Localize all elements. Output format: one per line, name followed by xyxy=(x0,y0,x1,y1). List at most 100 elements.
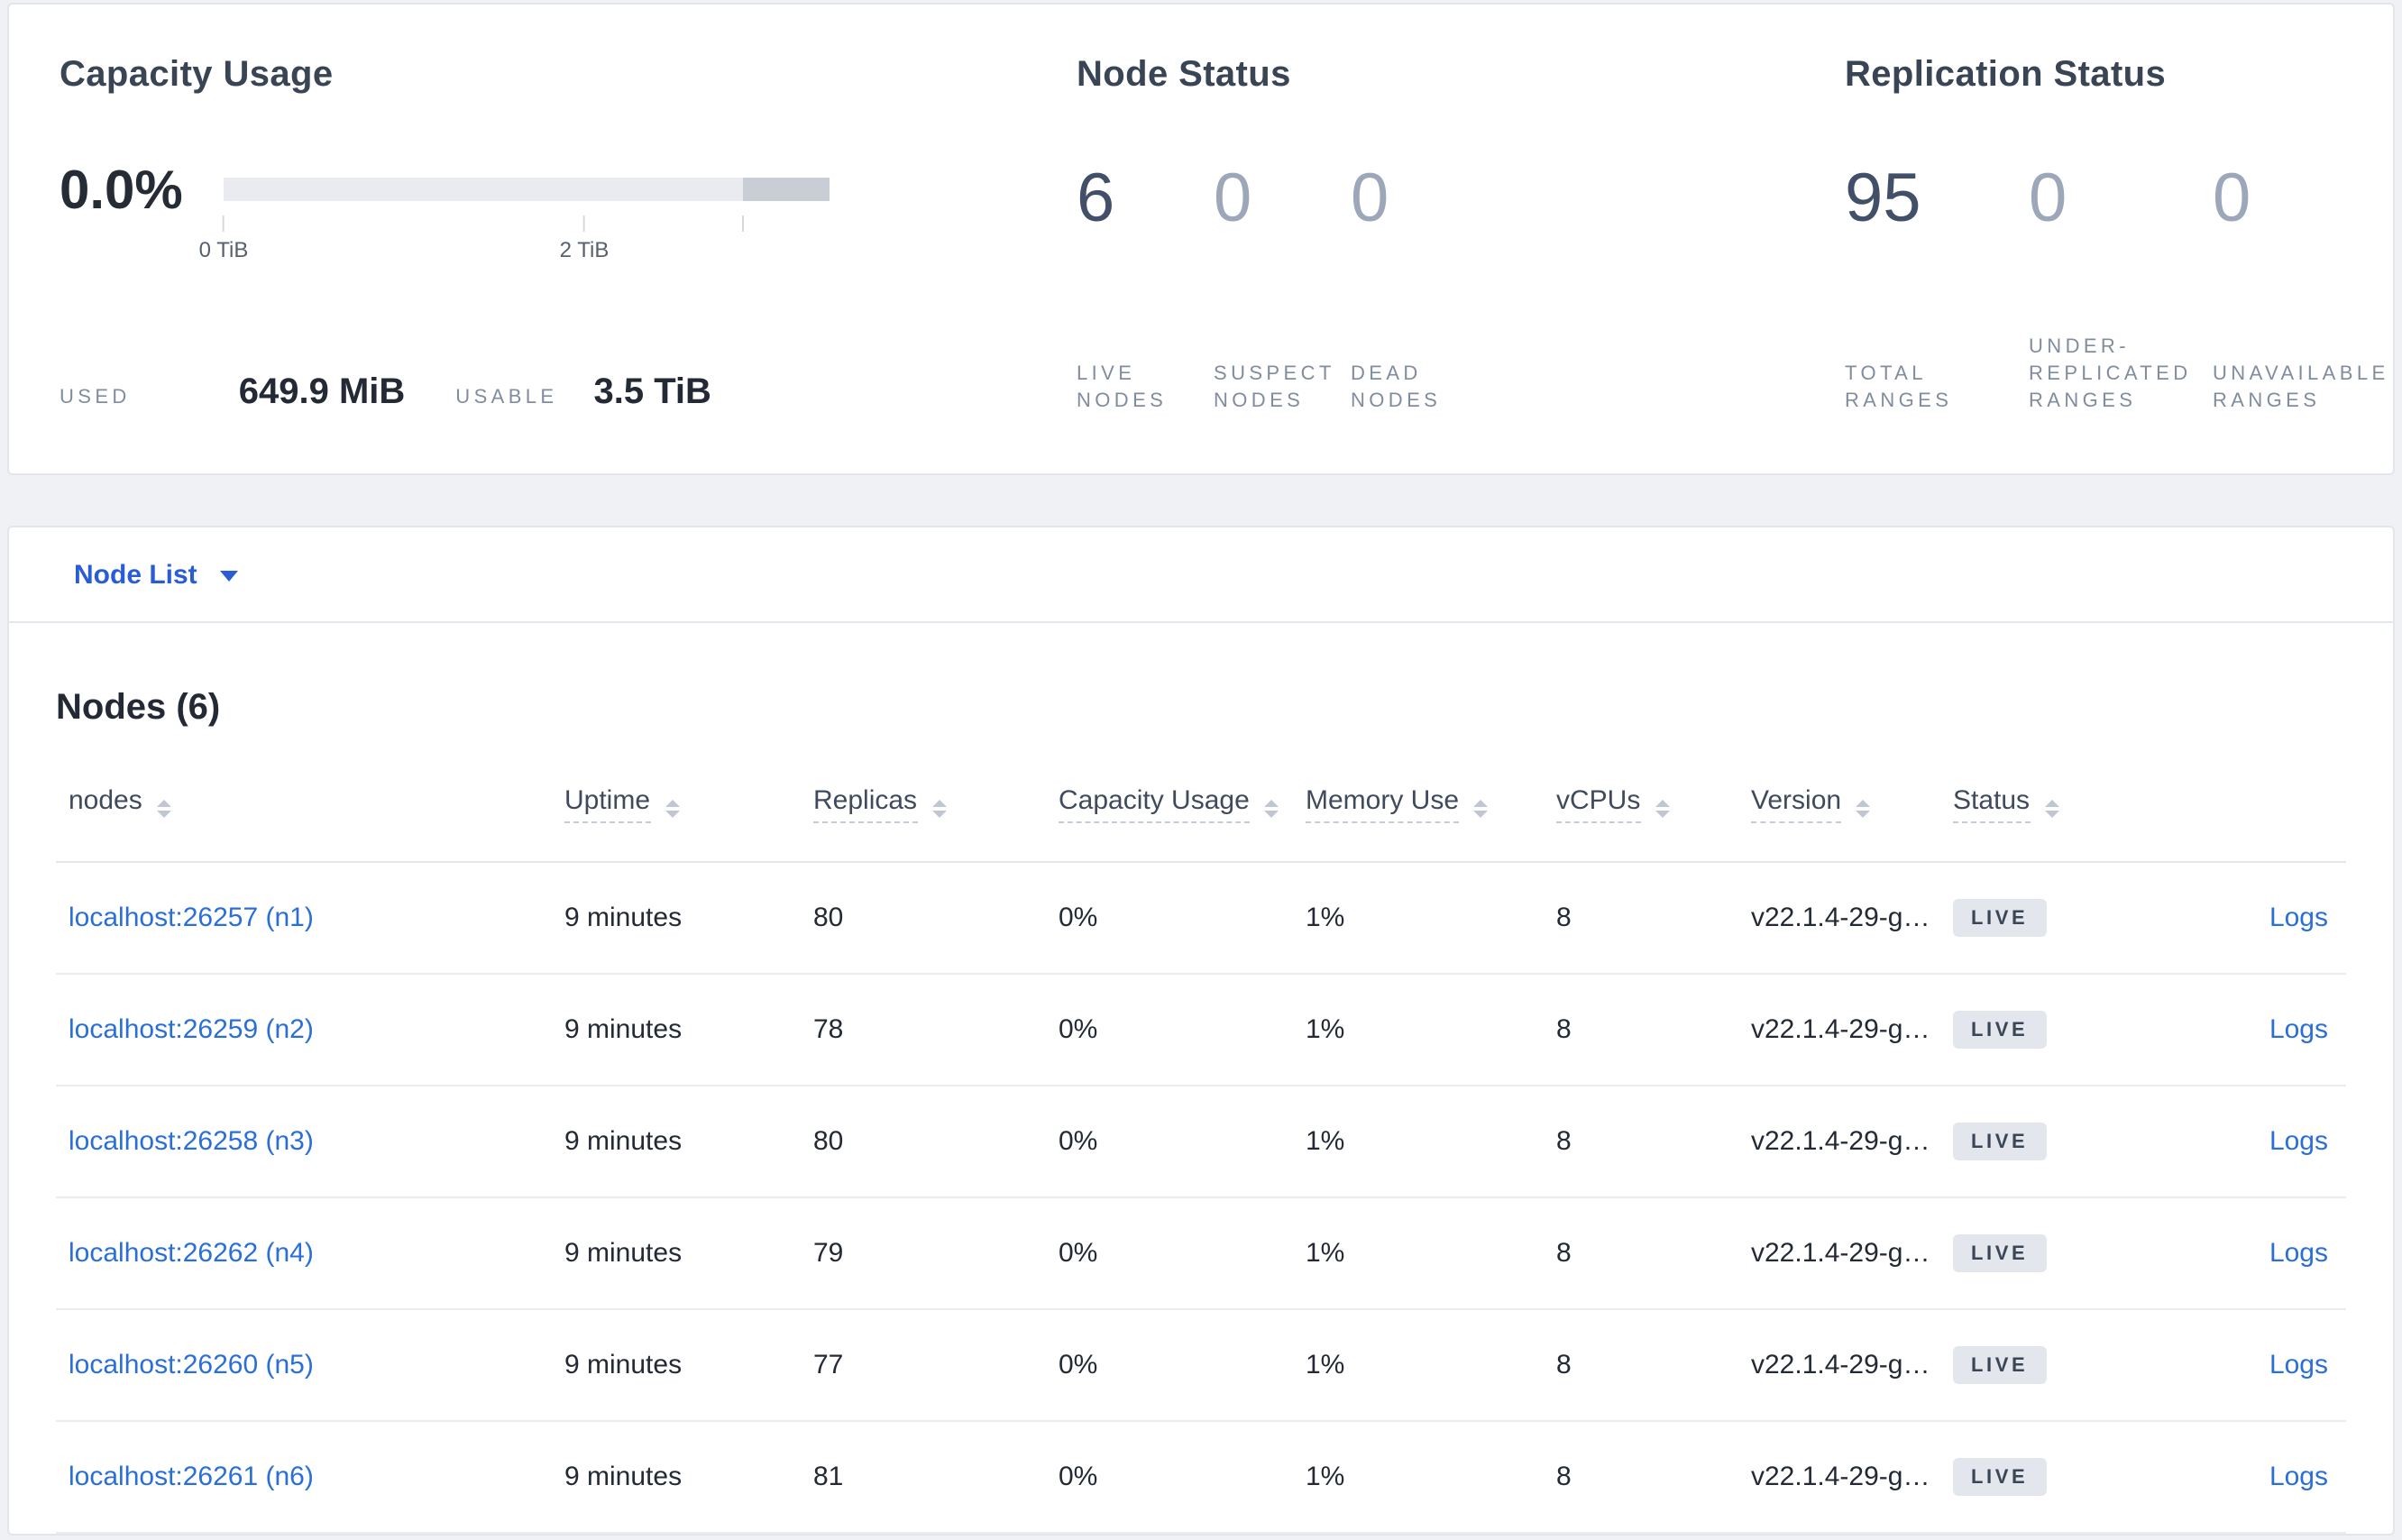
memory-use-cell: 1% xyxy=(1306,862,1556,975)
node-link[interactable]: localhost:26259 (n2) xyxy=(69,1014,314,1045)
logs-link[interactable]: Logs xyxy=(2269,1126,2328,1157)
cluster-summary-panel: Capacity Usage 0.0% 0 TiB 2 TiB xyxy=(7,3,2395,475)
column-header-vcpus[interactable]: vCPUs xyxy=(1556,731,1751,863)
node-link[interactable]: localhost:26258 (n3) xyxy=(69,1126,314,1157)
version-cell: v22.1.4-29-g… xyxy=(1751,1421,1953,1534)
capacity-bar-track xyxy=(224,178,830,201)
uptime-cell: 9 minutes xyxy=(564,1421,813,1534)
node-cell: localhost:26259 (n2) xyxy=(56,974,564,1086)
status-badge: LIVE xyxy=(1953,1123,2047,1160)
column-header-nodes[interactable]: nodes xyxy=(56,731,564,863)
replicas-cell: 77 xyxy=(813,1309,1059,1422)
suspect-nodes-stat: 0 SUSPECT NODES xyxy=(1214,163,1351,416)
axis-tick-2 xyxy=(742,215,744,232)
total-ranges-value: 95 xyxy=(1845,161,1921,237)
logs-cell: Logs xyxy=(2187,1421,2346,1534)
column-label: Capacity Usage xyxy=(1059,785,1250,823)
logs-link[interactable]: Logs xyxy=(2269,1014,2328,1045)
sort-icon xyxy=(2044,800,2059,818)
replicas-cell: 78 xyxy=(813,974,1059,1086)
memory-use-cell: 1% xyxy=(1306,1197,1556,1310)
usable-value: 3.5 TiB xyxy=(593,372,711,412)
total-ranges-stat: 95 TOTAL RANGES xyxy=(1845,163,2018,416)
column-label: Replicas xyxy=(813,785,918,823)
column-header-uptime[interactable]: Uptime xyxy=(564,731,813,863)
node-status-section: Node Status 6 LIVE NODES 0 SUSPECT NODES… xyxy=(1077,51,1618,416)
node-cell: localhost:26257 (n1) xyxy=(56,862,564,975)
column-label: Memory Use xyxy=(1306,785,1460,823)
logs-link[interactable]: Logs xyxy=(2269,1350,2328,1380)
table-row: localhost:26258 (n3) 9 minutes 80 0% 1% … xyxy=(56,1086,2346,1198)
axis-tick-1: 2 TiB xyxy=(559,215,610,262)
used-label: USED xyxy=(60,387,131,408)
logs-cell: Logs xyxy=(2187,862,2346,975)
sort-icon xyxy=(156,800,171,818)
column-header-capacity-usage[interactable]: Capacity Usage xyxy=(1059,731,1306,863)
under-replicated-ranges-label: UNDER-REPLICATED RANGES xyxy=(2029,336,2192,412)
capacity-axis: 0 TiB 2 TiB xyxy=(199,215,830,280)
vcpus-cell: 8 xyxy=(1556,974,1751,1086)
version-cell: v22.1.4-29-g… xyxy=(1751,862,1953,975)
node-cell: localhost:26262 (n4) xyxy=(56,1197,564,1310)
total-ranges-label: TOTAL RANGES xyxy=(1845,363,1953,412)
table-row: localhost:26262 (n4) 9 minutes 79 0% 1% … xyxy=(56,1197,2346,1310)
under-replicated-ranges-stat: 0 UNDER-REPLICATED RANGES xyxy=(2029,163,2202,416)
column-header-replicas[interactable]: Replicas xyxy=(813,731,1059,863)
memory-use-cell: 1% xyxy=(1306,1309,1556,1422)
capacity-percent-value: 0.0% xyxy=(60,161,183,221)
sort-icon xyxy=(1263,800,1279,818)
live-nodes-stat: 6 LIVE NODES xyxy=(1077,163,1214,416)
vcpus-cell: 8 xyxy=(1556,1086,1751,1198)
capacity-usage-cell: 0% xyxy=(1059,1421,1306,1534)
logs-link[interactable]: Logs xyxy=(2269,903,2328,933)
node-link[interactable]: localhost:26260 (n5) xyxy=(69,1350,314,1380)
status-badge: LIVE xyxy=(1953,899,2047,937)
view-selector-dropdown[interactable]: Node List xyxy=(9,527,2393,623)
uptime-cell: 9 minutes xyxy=(564,1309,813,1422)
uptime-cell: 9 minutes xyxy=(564,974,813,1086)
logs-cell: Logs xyxy=(2187,1309,2346,1422)
sort-icon xyxy=(931,800,947,818)
suspect-nodes-value: 0 xyxy=(1214,161,1252,237)
replicas-cell: 80 xyxy=(813,862,1059,975)
live-nodes-value: 6 xyxy=(1077,161,1115,237)
column-label: vCPUs xyxy=(1556,785,1641,823)
memory-use-cell: 1% xyxy=(1306,1086,1556,1198)
column-header-status[interactable]: Status xyxy=(1953,731,2187,863)
capacity-usage-cell: 0% xyxy=(1059,1197,1306,1310)
replicas-cell: 81 xyxy=(813,1421,1059,1534)
capacity-usage-title: Capacity Usage xyxy=(60,55,334,95)
dead-nodes-stat: 0 DEAD NODES xyxy=(1351,163,1488,416)
node-link[interactable]: localhost:26262 (n4) xyxy=(69,1238,314,1269)
live-nodes-label: LIVE NODES xyxy=(1077,363,1168,412)
capacity-usage-cell: 0% xyxy=(1059,1309,1306,1422)
logs-link[interactable]: Logs xyxy=(2269,1238,2328,1269)
capacity-usage-cell: 0% xyxy=(1059,974,1306,1086)
node-link[interactable]: localhost:26257 (n1) xyxy=(69,903,314,933)
node-status-title: Node Status xyxy=(1077,55,1291,95)
dead-nodes-label: DEAD NODES xyxy=(1351,363,1442,412)
axis-tick-label: 2 TiB xyxy=(559,237,610,262)
table-row: localhost:26261 (n6) 9 minutes 81 0% 1% … xyxy=(56,1421,2346,1534)
logs-link[interactable]: Logs xyxy=(2269,1462,2328,1492)
status-badge: LIVE xyxy=(1953,1458,2047,1496)
column-header-version[interactable]: Version xyxy=(1751,731,1953,863)
suspect-nodes-label: SUSPECT NODES xyxy=(1214,363,1335,412)
column-header-memory-use[interactable]: Memory Use xyxy=(1306,731,1556,863)
chevron-down-icon xyxy=(220,571,239,582)
status-cell: LIVE xyxy=(1953,1421,2187,1534)
vcpus-cell: 8 xyxy=(1556,1197,1751,1310)
sort-icon xyxy=(1473,800,1489,818)
unavailable-ranges-label: UNAVAILABLE RANGES xyxy=(2213,363,2389,412)
dead-nodes-value: 0 xyxy=(1351,161,1389,237)
column-label: Status xyxy=(1953,785,2031,823)
node-link[interactable]: localhost:26261 (n6) xyxy=(69,1462,314,1492)
unavailable-ranges-value: 0 xyxy=(2213,161,2251,237)
node-list-card: Node List Nodes (6) nodes Uptime xyxy=(7,526,2395,1535)
page: Capacity Usage 0.0% 0 TiB 2 TiB xyxy=(0,3,2402,1540)
status-cell: LIVE xyxy=(1953,1197,2187,1310)
uptime-cell: 9 minutes xyxy=(564,1197,813,1310)
status-cell: LIVE xyxy=(1953,1086,2187,1198)
view-selector-label: Node List xyxy=(74,559,197,590)
logs-cell: Logs xyxy=(2187,974,2346,1086)
